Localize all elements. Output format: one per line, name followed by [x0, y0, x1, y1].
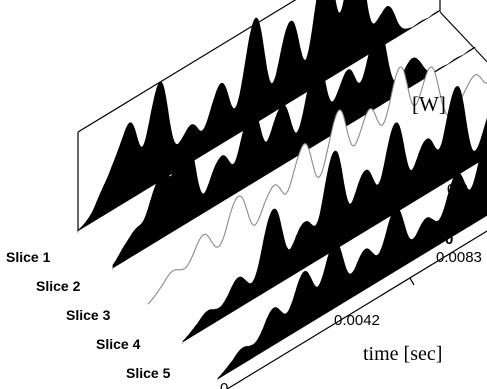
slice-5-baseline [217, 215, 487, 381]
y-tick-label-0: 0 [445, 231, 453, 248]
slice-label-1: Slice 1 [6, 249, 51, 265]
x-tick-label-start: 0 [220, 380, 228, 389]
slice-label-3: Slice 3 [66, 307, 111, 323]
axis-labels: [W] time [sec] 0 0.2 0.4 0.0083 0.0042 0… [6, 92, 482, 389]
slice-label-2: Slice 2 [36, 278, 81, 294]
front-floor-edge [226, 230, 487, 389]
series-traces [77, 0, 487, 381]
right-floor-edge [439, 11, 487, 63]
right-top-edge [440, 0, 487, 69]
slice-2-area [112, 25, 476, 270]
slice-5-trace [217, 136, 487, 381]
slice-label-5: Slice 5 [126, 365, 171, 381]
slice-3-mask [148, 66, 487, 306]
y-axis-title: [W] [412, 92, 446, 116]
slice-5-area [217, 136, 487, 381]
slice-label-4: Slice 4 [96, 336, 141, 352]
slice-2-baseline [112, 48, 476, 270]
y-tick-label-1: 0.2 [447, 181, 468, 198]
slice-2-trace [112, 25, 476, 270]
y-tick-label-2: 0.4 [443, 134, 464, 151]
x-tick-label-end: 0.0083 [436, 249, 482, 266]
x-axis-title: time [sec] [363, 343, 442, 365]
slice-1-area [77, 0, 441, 233]
x-tick-1 [409, 277, 415, 286]
x-tick-label-mid: 0.0042 [334, 312, 380, 329]
slice-4-area [182, 85, 487, 344]
